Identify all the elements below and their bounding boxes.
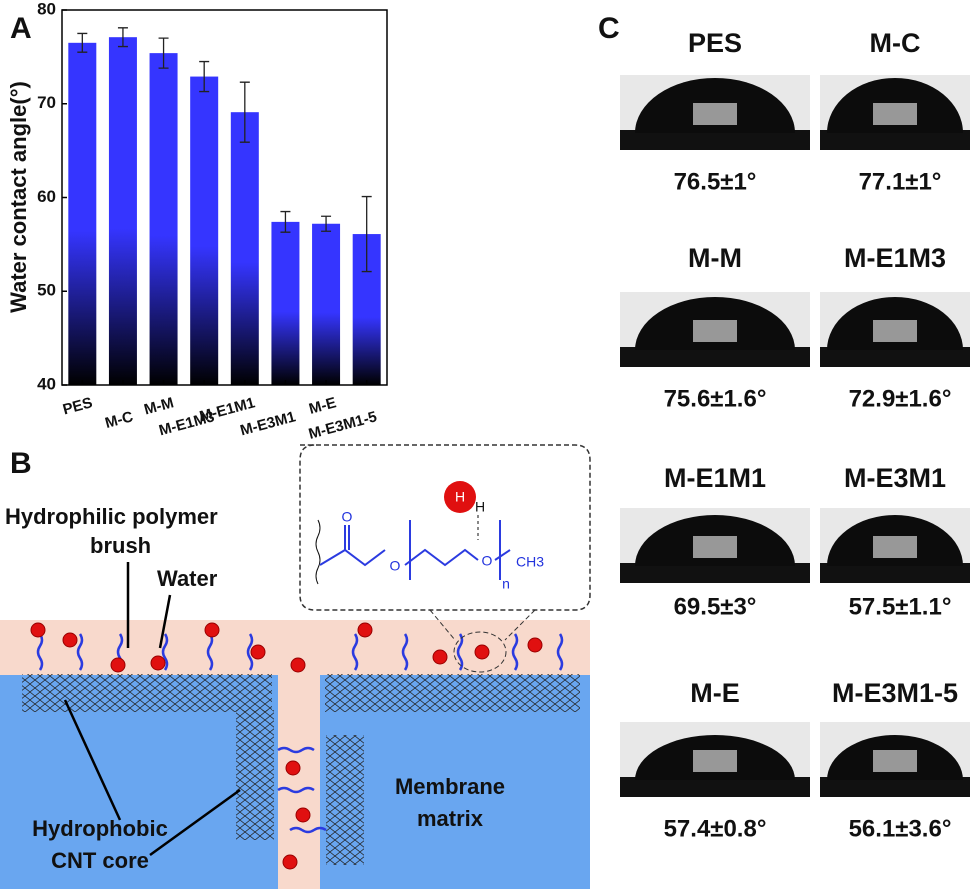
droplet-reflection	[873, 103, 917, 125]
x-tick-label: M-E	[307, 394, 338, 418]
zoom-lines	[429, 609, 536, 641]
water-o	[444, 481, 476, 513]
x-tick-label: M-C	[103, 408, 135, 432]
droplet-baseline	[620, 347, 810, 367]
bar	[149, 53, 178, 385]
label: Water	[157, 566, 218, 591]
droplet-angle: 77.1±1°	[859, 168, 942, 195]
droplet-angle: 57.5±1.1°	[849, 593, 952, 620]
droplet-reflection	[693, 750, 737, 772]
droplet-name: PES	[688, 28, 742, 58]
droplet-baseline	[820, 347, 970, 367]
droplet-reflection	[693, 536, 737, 558]
error-bar	[361, 195, 372, 273]
backbone	[315, 519, 321, 585]
chem-label: H	[475, 499, 485, 515]
x-tick-label: M-M	[142, 394, 175, 418]
y-tick-label: 80	[37, 0, 56, 18]
label: brush	[90, 533, 151, 558]
chem-label: O	[342, 509, 353, 525]
cnt-tube	[236, 710, 274, 840]
droplet-baseline	[820, 777, 970, 797]
droplet-name: M-E1M3	[844, 243, 946, 273]
panel-label: C	[598, 12, 620, 45]
error-bar	[77, 32, 88, 53]
error-bar	[280, 210, 291, 233]
error-bar	[321, 215, 332, 232]
error-bar	[199, 60, 210, 93]
droplet-name: M-C	[870, 28, 921, 58]
chem-label: H	[455, 489, 465, 505]
panel-a: A Water contact angle(°) 40 50 60 70 80 PES M-…	[6, 0, 388, 443]
droplet-baseline	[820, 563, 970, 583]
x-tick-label: PES	[61, 394, 94, 418]
droplet-reflection	[873, 750, 917, 772]
bar	[271, 221, 300, 385]
arrow	[63, 699, 241, 857]
droplet-angle: 56.1±3.6°	[849, 815, 952, 842]
droplet-reflection	[693, 103, 737, 125]
droplet-name: M-E	[690, 678, 740, 708]
chem-label: n	[502, 576, 510, 592]
droplet-angle: 75.6±1.6°	[664, 385, 767, 412]
cnt-tube	[326, 735, 364, 865]
bar	[108, 37, 137, 385]
water-molecules	[30, 622, 543, 870]
zoom-circle	[453, 631, 507, 673]
panel-b: B O O O	[0, 444, 591, 889]
label: matrix	[417, 806, 484, 831]
chem-label: O	[390, 558, 401, 574]
droplet-angle: 76.5±1°	[674, 168, 757, 195]
panel-c: C PES 76.5±1° M-C 77.1±1° M-M 75.6±1.6° M-E1M3…	[598, 12, 970, 842]
error-bar	[117, 27, 128, 48]
droplet-baseline	[820, 130, 970, 150]
y-axis-title: Water contact angle(°)	[6, 81, 31, 313]
error-bar	[239, 81, 250, 143]
label: Hydrophobic	[32, 816, 168, 841]
label: Hydrophilic polymer	[5, 504, 218, 529]
label: Membrane	[395, 774, 505, 799]
droplet-name: M-M	[688, 243, 742, 273]
droplet-reflection	[873, 536, 917, 558]
chem-label: CH3	[516, 554, 544, 570]
bar	[312, 223, 341, 385]
cnt-sheet	[22, 674, 272, 712]
droplet-name: M-E3M1-5	[832, 678, 958, 708]
bar	[68, 42, 97, 385]
droplet-baseline	[620, 130, 810, 150]
droplet-baseline	[620, 777, 810, 797]
bar	[190, 76, 219, 385]
droplet-name: M-E1M1	[664, 463, 766, 493]
label: CNT core	[51, 848, 149, 873]
droplet-reflection	[693, 320, 737, 342]
arrow	[126, 562, 172, 649]
y-tick-label: 70	[37, 93, 56, 112]
droplet-reflection	[873, 320, 917, 342]
y-tick-label: 40	[37, 374, 56, 393]
panel-label: A	[10, 12, 32, 45]
bar	[230, 112, 259, 385]
brushes	[36, 633, 564, 834]
droplet-angle: 72.9±1.6°	[849, 385, 952, 412]
panel-label: B	[10, 447, 32, 480]
droplet-name: M-E3M1	[844, 463, 946, 493]
chem-label: O	[482, 553, 493, 569]
error-bar	[158, 37, 169, 69]
droplet-angle: 69.5±3°	[674, 593, 757, 620]
y-tick-label: 60	[37, 187, 56, 206]
inset-box	[299, 444, 591, 611]
droplet-baseline	[620, 563, 810, 583]
cnt-sheet	[325, 674, 580, 712]
peg-structure	[319, 520, 511, 580]
droplet-angle: 57.4±0.8°	[664, 815, 767, 842]
y-tick-label: 50	[37, 281, 56, 300]
